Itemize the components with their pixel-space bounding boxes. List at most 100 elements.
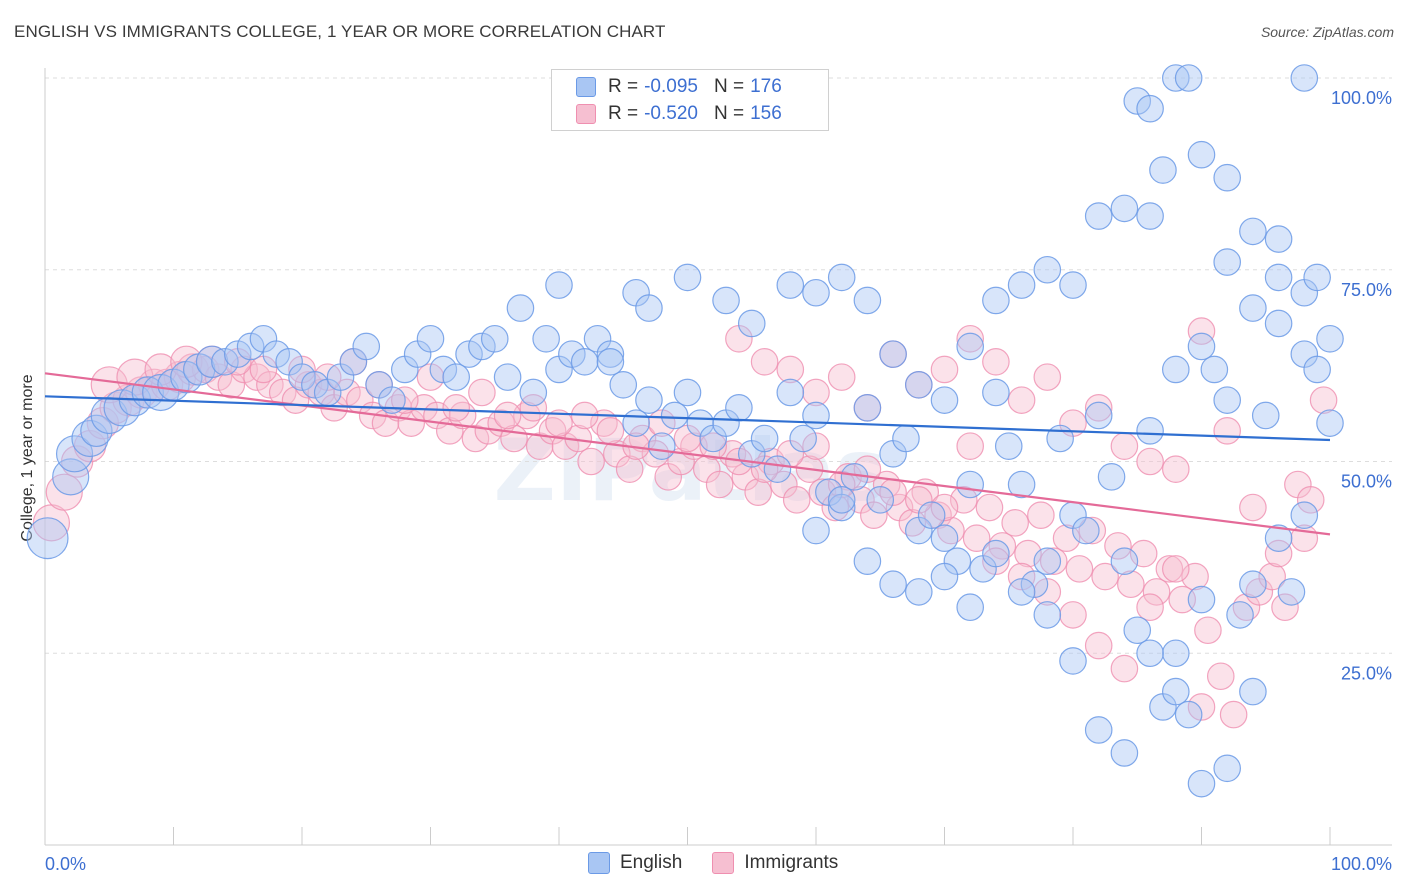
immigrants-point <box>1065 555 1094 583</box>
english-point <box>660 401 689 430</box>
english-point <box>1046 424 1074 453</box>
y-tick-label: 100.0% <box>1331 88 1392 108</box>
immigrants-point <box>750 347 779 376</box>
english-point <box>802 278 830 307</box>
english-point <box>635 386 663 414</box>
english-point <box>1290 64 1319 92</box>
immigrants-point <box>802 432 830 460</box>
legend-item-english: English <box>588 852 682 874</box>
english-point <box>1007 470 1036 499</box>
english-point <box>776 378 805 407</box>
english-point <box>545 271 573 299</box>
english-point <box>262 340 291 368</box>
stats-legend: R = -0.095 N = 176 R = -0.520 N = 156 <box>551 69 829 131</box>
english-point <box>442 363 470 391</box>
immigrants-point <box>1239 493 1267 522</box>
english-point <box>1303 355 1331 384</box>
immigrants-point <box>1271 593 1299 622</box>
legend-row-immigrants: R = -0.520 N = 156 <box>576 102 782 126</box>
english-point <box>1110 547 1139 576</box>
immigrants-point <box>468 378 496 407</box>
english-point <box>827 263 856 292</box>
immigrants-point <box>90 366 128 404</box>
english-point <box>1084 401 1113 430</box>
immigrants-point <box>519 394 548 422</box>
immigrants-point <box>577 447 605 476</box>
source-label: Source: ZipAtlas.com <box>1260 24 1394 40</box>
english-point <box>956 332 984 361</box>
english-point <box>1110 739 1139 767</box>
immigrants-point <box>1033 578 1062 606</box>
immigrants-point <box>442 394 470 422</box>
english-point <box>1187 585 1216 614</box>
immigrants-point <box>1007 562 1036 591</box>
english-point <box>956 470 984 499</box>
english-point <box>1264 263 1293 292</box>
english-point <box>1149 156 1177 184</box>
immigrants-point <box>1187 317 1216 345</box>
immigrants-point <box>1162 555 1190 583</box>
english-point <box>879 340 907 368</box>
tick-labels: 25.0% 50.0% 75.0% 100.0% 0.0% 100.0% <box>45 88 1392 874</box>
immigrants-point <box>1039 547 1068 576</box>
immigrants-point <box>1168 585 1197 614</box>
immigrants-point <box>1001 509 1029 537</box>
immigrants-point <box>1104 532 1132 560</box>
english-point <box>635 294 663 322</box>
english-point <box>1239 294 1267 322</box>
english-point <box>802 516 830 545</box>
english-point <box>1187 140 1216 169</box>
y-tick-label: 25.0% <box>1341 663 1392 683</box>
english-point <box>1136 202 1164 230</box>
english-point <box>827 493 856 522</box>
english-point <box>853 394 882 422</box>
immigrants-point <box>1078 516 1107 545</box>
english-point <box>1213 248 1241 276</box>
immigrants-point <box>1110 654 1139 683</box>
english-point <box>519 378 548 407</box>
legend-item-immigrants: Immigrants <box>712 852 838 874</box>
english-point <box>930 562 959 591</box>
english-point <box>1136 94 1164 123</box>
immigrants-trend-line <box>44 372 1331 536</box>
english-point <box>982 286 1010 315</box>
english-point <box>712 286 740 315</box>
chart-title: ENGLISH VS IMMIGRANTS COLLEGE, 1 YEAR OR… <box>14 22 666 41</box>
english-point <box>1162 677 1190 706</box>
immigrants-point <box>930 493 959 522</box>
immigrants-point <box>1142 578 1171 606</box>
english-point <box>378 386 406 414</box>
english-point <box>763 455 792 483</box>
english-point <box>26 517 69 560</box>
english-point <box>1123 87 1152 115</box>
immigrants-point <box>500 424 528 453</box>
immigrants-point <box>860 501 888 529</box>
english-point <box>673 378 702 407</box>
immigrants-point <box>1091 562 1119 591</box>
english-point <box>802 401 830 430</box>
english-point <box>1303 263 1331 292</box>
english-point <box>429 355 458 384</box>
english-point <box>1213 163 1241 192</box>
english-point <box>52 458 90 496</box>
english-point <box>1213 754 1241 783</box>
legend-r-value: -0.520 <box>644 103 698 124</box>
y-tick-label: 75.0% <box>1341 280 1392 300</box>
english-point <box>1162 639 1190 668</box>
english-point <box>55 435 94 473</box>
immigrants-point <box>1136 593 1164 622</box>
english-point <box>853 547 882 576</box>
english-point <box>1097 463 1126 491</box>
english-point <box>80 414 113 448</box>
immigrants-point <box>705 470 734 499</box>
english-point <box>1239 677 1267 706</box>
english-point <box>1174 700 1203 729</box>
immigrants-point <box>1162 455 1190 483</box>
immigrants-point <box>1110 432 1139 460</box>
english-point <box>1174 64 1203 92</box>
immigrants-point <box>975 493 1004 522</box>
english-point <box>1213 386 1241 414</box>
english-point <box>994 432 1023 460</box>
immigrants-point <box>545 409 573 437</box>
english-point <box>725 394 753 422</box>
